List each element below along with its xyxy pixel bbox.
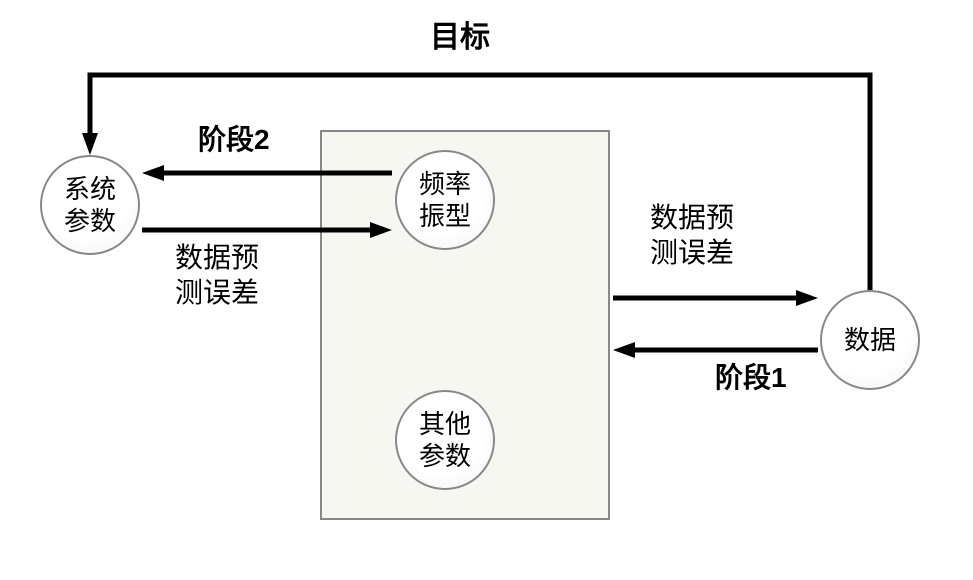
arrowhead-to_data: [796, 290, 818, 306]
node-freq-mode: 频率振型: [395, 150, 495, 250]
node-label: 系统参数: [64, 173, 116, 238]
label-stage1: 阶段1: [715, 360, 787, 395]
node-label: 其他参数: [419, 408, 471, 473]
node-other-params: 其他参数: [395, 390, 495, 490]
node-label: 数据: [844, 324, 896, 357]
arrowhead-target_path: [82, 133, 98, 155]
node-label: 频率振型: [419, 168, 471, 233]
node-sys-params: 系统参数: [40, 155, 140, 255]
label-pred-err-left: 数据预测误差: [175, 240, 259, 310]
diagram-canvas: 目标 系统参数 频率振型 其他参数 数据 阶段2 数据预测误差 数据预测误差 阶…: [0, 0, 973, 580]
diagram-title: 目标: [430, 12, 490, 56]
label-pred-err-right: 数据预测误差: [650, 200, 734, 270]
node-data: 数据: [820, 290, 920, 390]
arrowhead-stage2_arrow: [142, 165, 164, 181]
label-stage2: 阶段2: [198, 122, 270, 157]
arrowhead-stage1_arrow: [613, 342, 635, 358]
